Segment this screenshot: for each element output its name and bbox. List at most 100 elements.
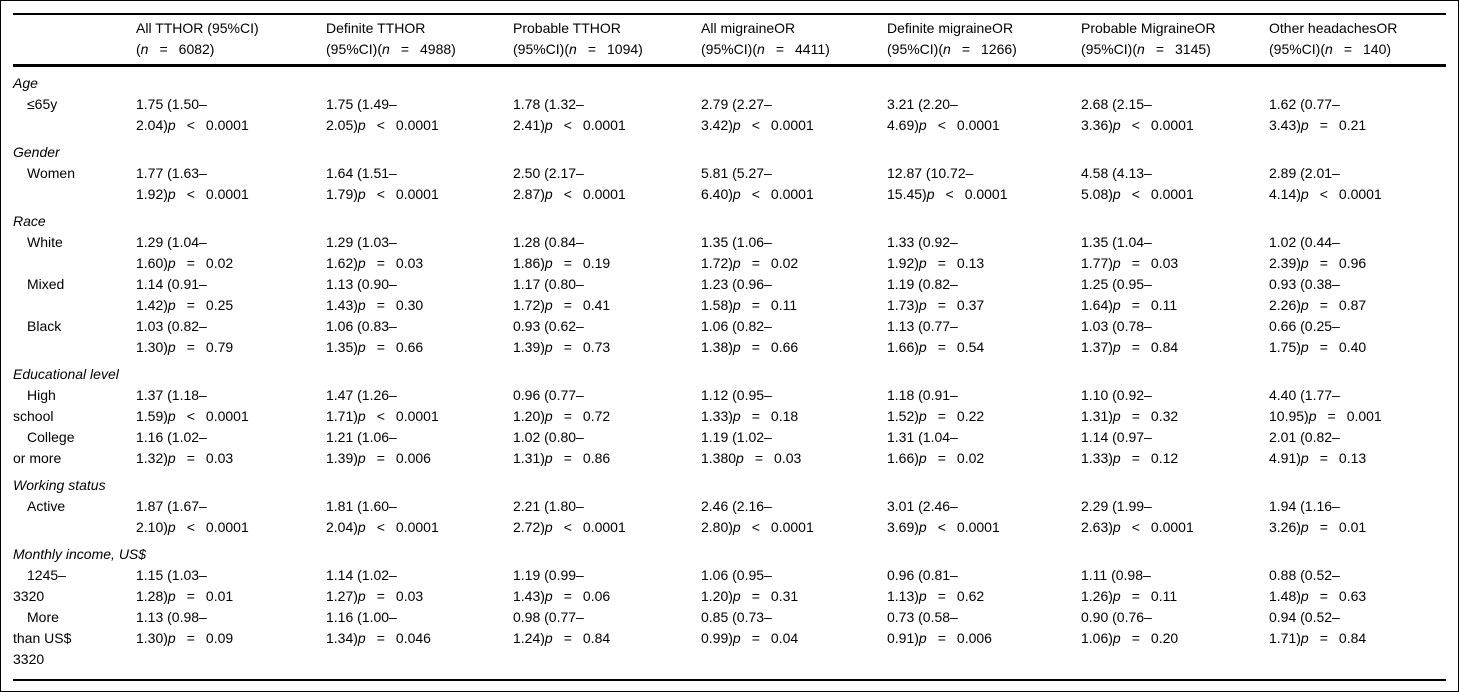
p-value: 0.0001 <box>205 186 249 202</box>
data-cell: 1.23 (0.96– 1.58)p = 0.11 <box>701 274 887 316</box>
ci-upper-pvalue-line: 1.58)p = 0.11 <box>701 295 877 316</box>
ci-lower-line: 1.18 (0.91– <box>887 387 958 403</box>
data-cell: 1.19 (1.02– 1.380p = 0.03 <box>701 427 887 469</box>
p-value: 0.84 <box>1150 339 1179 355</box>
p-operator: < <box>376 408 385 424</box>
data-cell: 1.62 (0.77– 3.43)p = 0.21 <box>1269 94 1446 136</box>
ci-lower-line: 2.46 (2.16– <box>701 498 772 514</box>
sample-size-close: (95%CI)( <box>887 41 944 57</box>
ci-upper-pvalue-line: 10.95)p = 0.001 <box>1269 406 1436 427</box>
ci-lower-line: 12.87 (10.72– <box>887 165 974 181</box>
p-symbol: p <box>1112 255 1121 271</box>
p-operator: = <box>1319 297 1328 313</box>
p-operator: = <box>751 297 760 313</box>
p-close: 1.43) <box>326 297 358 313</box>
p-value: 0.0001 <box>395 117 439 133</box>
p-close: 2.39) <box>1269 255 1301 271</box>
p-value: 0.73 <box>582 339 611 355</box>
data-cell: 2.68 (2.15– 3.36)p <0.0001 <box>1081 94 1269 136</box>
p-symbol: p <box>1300 588 1309 604</box>
p-symbol: p <box>1308 408 1317 424</box>
ci-lower-line: 1.06 (0.95– <box>701 567 772 583</box>
ci-upper-pvalue-line: 1.35)p = 0.66 <box>326 337 503 358</box>
ci-lower-line: 2.01 (0.82– <box>1269 429 1340 445</box>
row-label-line: school <box>13 408 54 424</box>
data-cell: 0.85 (0.73– 0.99)p = 0.04 <box>701 607 887 649</box>
p-operator: = <box>376 297 385 313</box>
data-cell: 0.96 (0.77– 1.20)p = 0.72 <box>513 385 701 427</box>
ci-lower-line: 1.19 (1.02– <box>701 429 772 445</box>
p-symbol: p <box>544 588 553 604</box>
p-operator: = <box>376 630 385 646</box>
data-cell: 2.21 (1.80– 2.72)p <0.0001 <box>513 496 701 538</box>
p-symbol: p <box>918 588 927 604</box>
sample-size-symbol: n <box>943 41 951 57</box>
p-operator: < <box>751 519 760 535</box>
sample-size-close: (95%CI)( <box>701 41 758 57</box>
p-symbol: p <box>357 255 366 271</box>
row-label-line: or more <box>13 450 62 466</box>
p-operator: < <box>1131 519 1140 535</box>
p-symbol: p <box>544 339 553 355</box>
ci-upper-pvalue-line: 1.79)p <0.0001 <box>326 184 503 205</box>
p-value: 0.13 <box>1338 450 1367 466</box>
p-operator: < <box>563 186 572 202</box>
section-header: Age <box>13 75 38 91</box>
p-operator: = <box>937 450 946 466</box>
sample-size-value: 4411) <box>795 41 830 57</box>
p-symbol: p <box>1300 117 1309 133</box>
p-symbol: p <box>167 339 176 355</box>
ci-upper-pvalue-line: 2.41)p <0.0001 <box>513 115 691 136</box>
data-cell: 1.81 (1.60– 2.04)p <0.0001 <box>326 496 513 538</box>
p-symbol: p <box>1112 339 1121 355</box>
p-operator: = <box>563 630 572 646</box>
column-header: Other headachesOR (95%CI)(n = 140) <box>1269 15 1446 64</box>
ci-upper-pvalue-line: 1.32)p = 0.03 <box>136 448 316 469</box>
ci-upper-pvalue-line: 3.26)p = 0.01 <box>1269 517 1436 538</box>
p-operator: = <box>937 630 946 646</box>
p-value: 0.66 <box>770 339 799 355</box>
p-operator: = <box>563 339 572 355</box>
p-symbol: p <box>918 255 927 271</box>
ci-lower-line: 1.33 (0.92– <box>887 234 958 250</box>
p-close: 1.71) <box>1269 630 1301 646</box>
p-value: 0.0001 <box>956 117 1000 133</box>
data-cell: 1.13 (0.98– 1.30)p = 0.09 <box>136 607 326 649</box>
ci-lower-line: 1.14 (1.02– <box>326 567 397 583</box>
p-value: 0.0001 <box>582 117 626 133</box>
p-symbol: p <box>544 297 553 313</box>
section-header: Gender <box>13 144 60 160</box>
ci-lower-line: 1.12 (0.95– <box>701 387 772 403</box>
column-header-line2: (95%CI)(n = 1094) <box>513 39 691 60</box>
p-operator: = <box>1131 408 1140 424</box>
ci-upper-pvalue-line: 1.24)p = 0.84 <box>513 628 691 649</box>
data-cell: 12.87 (10.72– 15.45)p <0.0001 <box>887 163 1081 205</box>
ci-lower-line: 2.50 (2.17– <box>513 165 584 181</box>
p-operator: = <box>186 450 195 466</box>
ci-lower-line: 1.64 (1.51– <box>326 165 397 181</box>
p-value: 0.0001 <box>770 117 814 133</box>
ci-lower-line: 1.13 (0.98– <box>136 609 207 625</box>
section-header: Working status <box>13 477 106 493</box>
ci-upper-pvalue-line: 4.91)p = 0.13 <box>1269 448 1436 469</box>
p-value: 0.0001 <box>395 519 439 535</box>
ci-lower-line: 1.87 (1.67– <box>136 498 207 514</box>
sample-size-close: ( <box>136 41 141 57</box>
ci-upper-pvalue-line: 1.59)p <0.0001 <box>136 406 316 427</box>
p-operator: = <box>1131 630 1140 646</box>
p-close: 1.75) <box>1269 339 1301 355</box>
ci-upper-pvalue-line: 1.66)p = 0.02 <box>887 448 1071 469</box>
p-close: 3.36) <box>1081 117 1113 133</box>
sample-size-operator: = <box>1155 41 1164 57</box>
ci-upper-pvalue-line: 3.42)p <0.0001 <box>701 115 877 136</box>
p-close: 2.87) <box>513 186 545 202</box>
ci-upper-pvalue-line: 1.72)p = 0.02 <box>701 253 877 274</box>
p-operator: < <box>1131 117 1140 133</box>
ci-lower-line: 1.16 (1.00– <box>326 609 397 625</box>
p-operator: = <box>937 408 946 424</box>
ci-lower-line: 2.89 (2.01– <box>1269 165 1340 181</box>
ci-upper-pvalue-line: 1.71)p <0.0001 <box>326 406 503 427</box>
p-operator: = <box>1319 630 1328 646</box>
p-value: 0.03 <box>395 588 424 604</box>
p-operator: < <box>1319 186 1328 202</box>
